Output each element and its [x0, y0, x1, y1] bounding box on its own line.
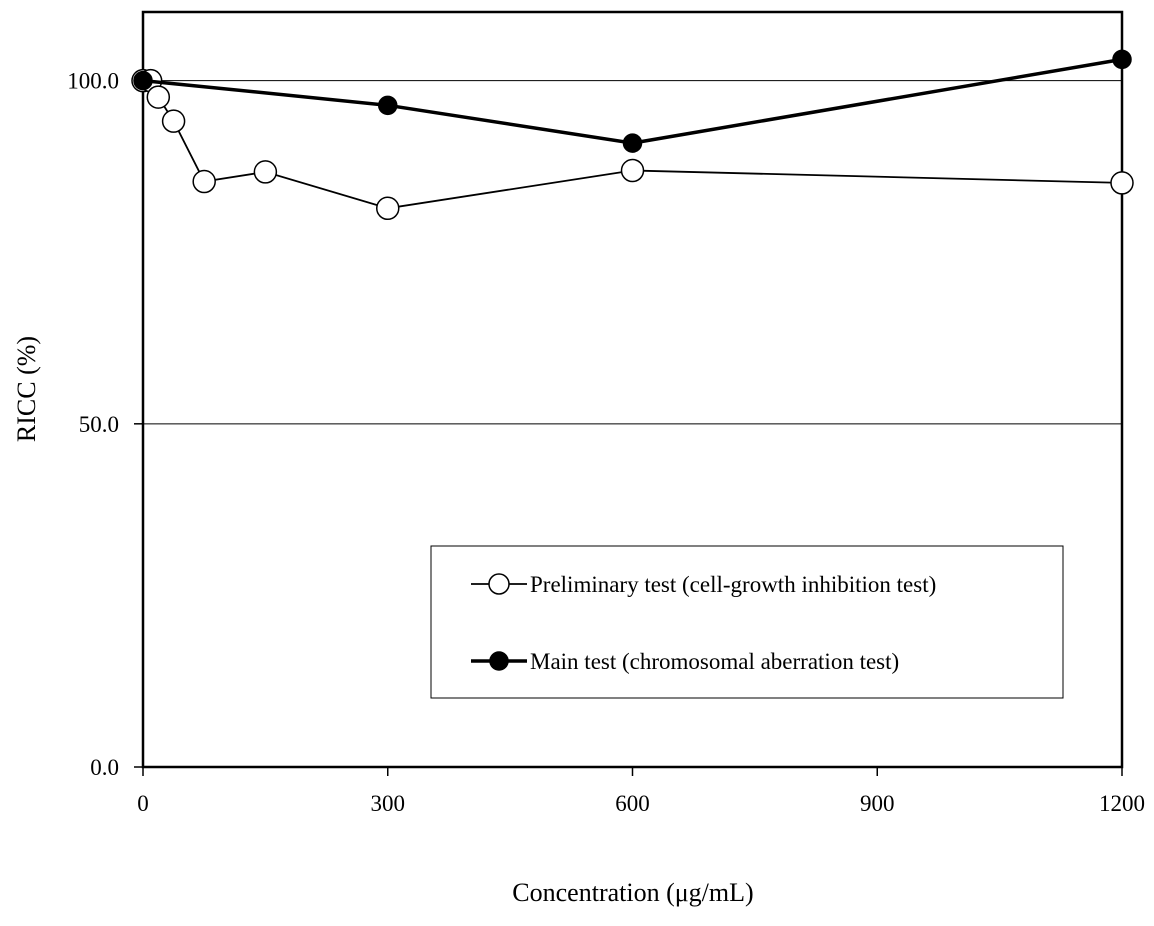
legend-label: Main test (chromosomal aberration test): [530, 649, 899, 674]
y-axis-title: RICC (%): [12, 336, 41, 442]
y-tick-label: 50.0: [79, 412, 119, 437]
series-2: [133, 49, 1132, 153]
legend-label: Preliminary test (cell-growth inhibition…: [530, 572, 936, 597]
series-1-point: [253, 160, 278, 184]
series-1-point: [146, 85, 171, 109]
series-2-point: [378, 95, 398, 116]
series-layer: [131, 49, 1134, 221]
legend-marker: [489, 651, 509, 671]
x-tick-label: 1200: [1099, 791, 1145, 816]
legend: Preliminary test (cell-growth inhibition…: [430, 545, 1064, 699]
x-tick-label: 600: [615, 791, 650, 816]
series-2-point: [1112, 49, 1132, 70]
y-axis-ticks: 0.0 50.0 100.0: [67, 69, 143, 780]
series-1-point: [192, 169, 216, 194]
series-2-point: [622, 133, 643, 153]
x-tick-label: 0: [137, 791, 149, 816]
series-1-point: [161, 109, 186, 133]
gridlines: [143, 80, 1122, 425]
series-1-point: [620, 158, 645, 183]
legend-item-1: Preliminary test (cell-growth inhibition…: [471, 572, 936, 597]
y-tick-label: 0.0: [90, 755, 119, 780]
legend-items: Preliminary test (cell-growth inhibition…: [471, 572, 936, 674]
y-tick-label: 100.0: [67, 69, 119, 94]
series-1-point: [376, 196, 400, 221]
legend-marker: [488, 573, 510, 595]
legend-box: [430, 545, 1064, 699]
legend-item-2: Main test (chromosomal aberration test): [471, 649, 899, 674]
series-2-point: [133, 70, 153, 91]
series-2-line: [142, 57, 1123, 145]
x-tick-label: 900: [860, 791, 895, 816]
series-1-point: [1110, 171, 1134, 195]
x-tick-label: 300: [371, 791, 406, 816]
x-axis-ticks: 0 300 600 900 1200: [137, 767, 1145, 816]
x-axis-title: Concentration (μg/mL): [512, 878, 753, 907]
